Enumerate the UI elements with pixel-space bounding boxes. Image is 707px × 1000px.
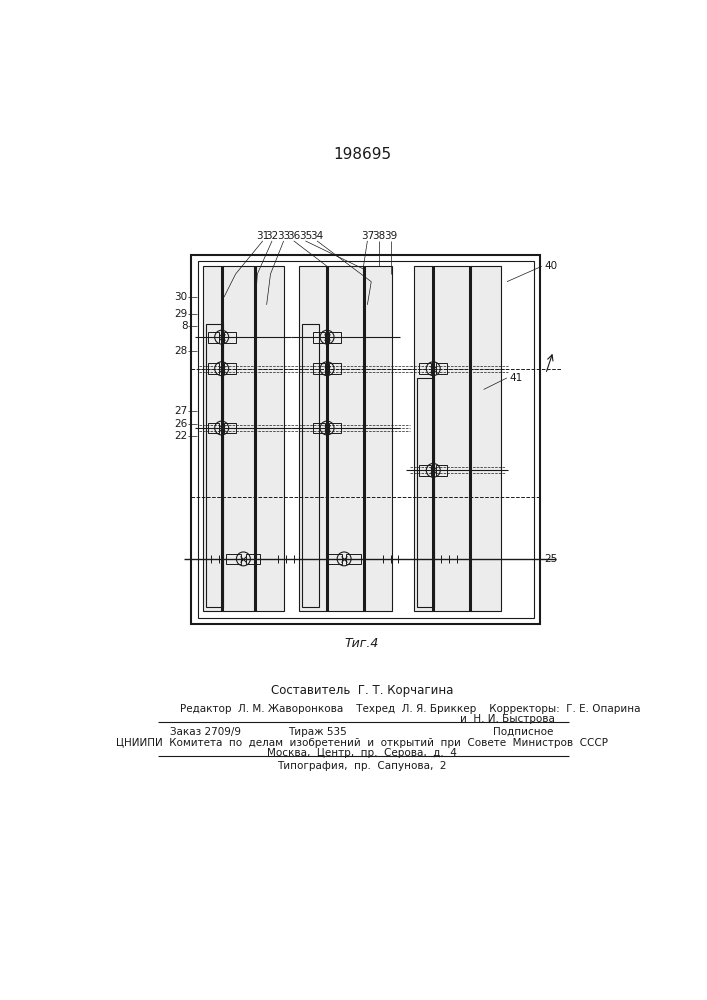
Text: 31: 31 xyxy=(256,231,269,241)
Bar xyxy=(419,363,431,374)
Text: Τиг.4: Τиг.4 xyxy=(345,637,379,650)
Bar xyxy=(327,554,341,564)
Text: 30: 30 xyxy=(175,292,187,302)
Text: 25: 25 xyxy=(544,554,557,564)
Text: Москва,  Центр,  пр.  Серова,  д.  4: Москва, Центр, пр. Серова, д. 4 xyxy=(267,748,457,758)
Bar xyxy=(313,332,325,343)
Bar xyxy=(246,554,260,564)
Bar xyxy=(208,332,219,343)
Text: 29: 29 xyxy=(175,309,187,319)
Text: 41: 41 xyxy=(509,373,522,383)
Text: 8: 8 xyxy=(181,321,187,331)
Text: 22: 22 xyxy=(175,431,187,441)
Bar xyxy=(208,363,219,374)
Text: 33: 33 xyxy=(277,231,291,241)
Bar xyxy=(224,423,235,433)
Text: 34: 34 xyxy=(310,231,324,241)
Text: Типография,  пр.  Сапунова,  2: Типография, пр. Сапунова, 2 xyxy=(277,761,447,771)
Bar xyxy=(198,261,534,618)
Bar xyxy=(346,554,361,564)
Text: 32: 32 xyxy=(265,231,279,241)
Text: 36: 36 xyxy=(287,231,300,241)
Bar xyxy=(299,266,392,611)
Text: 37: 37 xyxy=(361,231,374,241)
Bar xyxy=(313,363,325,374)
Bar xyxy=(329,332,341,343)
Text: Редактор  Л. М. Жаворонкова    Техред  Л. Я. Бриккер    Корректоры:  Г. Е. Опари: Редактор Л. М. Жаворонкова Техред Л. Я. … xyxy=(180,704,641,714)
Text: 39: 39 xyxy=(384,231,397,241)
Text: 38: 38 xyxy=(373,231,385,241)
Bar xyxy=(303,324,320,607)
Text: Заказ 2709/9: Заказ 2709/9 xyxy=(170,727,241,737)
Text: Подписное: Подписное xyxy=(493,727,554,737)
Text: 35: 35 xyxy=(299,231,312,241)
Bar xyxy=(436,465,448,476)
Bar xyxy=(329,423,341,433)
Text: 198695: 198695 xyxy=(333,147,391,162)
Bar xyxy=(226,554,241,564)
Text: Составитель  Г. Τ. Корчагина: Составитель Г. Τ. Корчагина xyxy=(271,684,453,697)
Bar xyxy=(192,255,540,624)
Text: 40: 40 xyxy=(544,261,557,271)
Bar xyxy=(313,423,325,433)
Bar xyxy=(419,465,431,476)
Bar xyxy=(414,266,501,611)
Text: ЦНИИПИ  Комитета  по  делам  изобретений  и  открытий  при  Совете  Министров  С: ЦНИИПИ Комитета по делам изобретений и о… xyxy=(116,738,608,748)
Bar xyxy=(224,332,235,343)
Bar xyxy=(436,363,448,374)
Bar xyxy=(224,363,235,374)
Bar xyxy=(208,423,219,433)
Bar xyxy=(206,324,223,607)
Text: 27: 27 xyxy=(175,406,187,416)
Text: 26: 26 xyxy=(175,419,187,429)
Bar xyxy=(203,266,284,611)
Text: и  Н. И. Быстрова: и Н. И. Быстрова xyxy=(460,714,555,724)
Text: 28: 28 xyxy=(175,346,187,356)
Text: Тираж 535: Тираж 535 xyxy=(288,727,346,737)
Bar xyxy=(417,378,434,607)
Bar xyxy=(329,363,341,374)
